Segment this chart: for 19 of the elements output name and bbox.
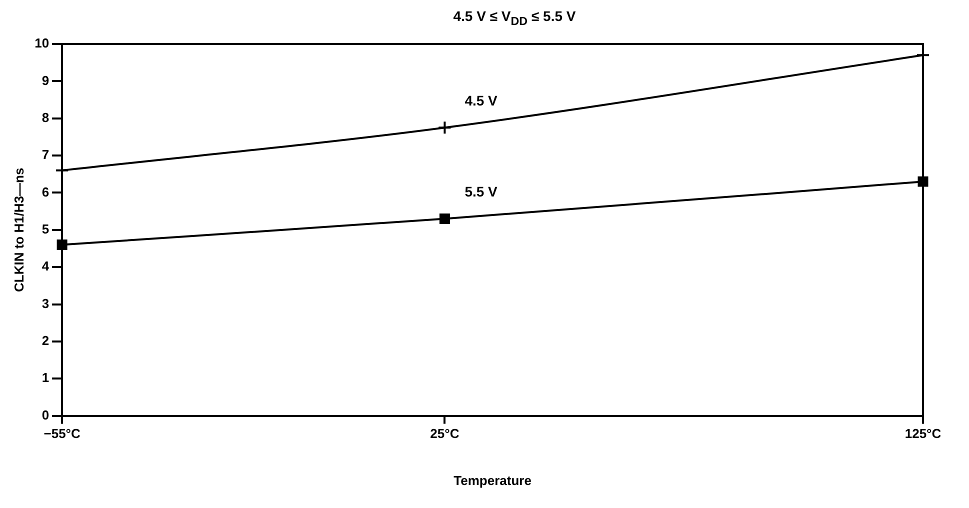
series-label: 4.5 V bbox=[464, 92, 498, 108]
x-axis-title: Temperature bbox=[454, 472, 532, 488]
y-tick-label: 1 bbox=[42, 370, 50, 385]
y-tick-label: 10 bbox=[34, 35, 50, 50]
y-tick-label: 0 bbox=[42, 407, 50, 422]
y-tick-label: 4 bbox=[42, 258, 50, 274]
y-tick-label: 2 bbox=[42, 332, 50, 348]
y-tick-label: 5 bbox=[42, 221, 50, 236]
x-tick-label: 125°C bbox=[904, 426, 942, 441]
chart-subtitle: 4.5 V ≤ V$_{DD}$ ≤ 5.5 V bbox=[452, 8, 577, 28]
y-axis-title: CLKIN to H1/H3—ns bbox=[11, 168, 26, 292]
y-tick-label: 9 bbox=[42, 72, 50, 88]
y-tick-label: 6 bbox=[42, 184, 50, 200]
y-tick-label: 3 bbox=[42, 296, 50, 311]
x-tick-label: −55°C bbox=[44, 426, 81, 441]
y-tick-label: 8 bbox=[42, 110, 50, 125]
x-tick-label: 25°C bbox=[430, 426, 460, 441]
series-label: 5.5 V bbox=[464, 184, 498, 200]
y-tick-label: 7 bbox=[42, 146, 50, 162]
